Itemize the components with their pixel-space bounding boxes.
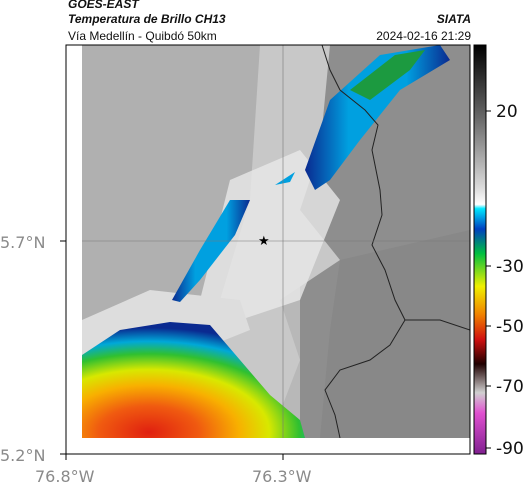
product-title: Temperatura de Brillo CH13: [68, 12, 226, 26]
colorbar-tick-label: 20: [496, 102, 518, 122]
map-image: [82, 45, 470, 438]
lon-tick-label: 76.3°W: [252, 467, 312, 486]
org-label: SIATA: [436, 12, 471, 26]
reference-point-marker: ★: [258, 234, 270, 249]
colorbar-tick-label: -30: [496, 257, 524, 277]
lat-tick-label: 5.2°N: [0, 446, 45, 465]
colorbar-tick-label: -50: [496, 317, 524, 337]
colorbar: [473, 44, 487, 455]
satellite-label: GOES-EAST: [68, 0, 139, 11]
region-label: Vía Medellín - Quibdó 50km: [68, 29, 217, 43]
lat-tick-label: 5.7°N: [0, 233, 45, 252]
colorbar-tick-label: -90: [496, 439, 524, 459]
lon-tick-label: 76.8°W: [35, 467, 95, 486]
colorbar-tick-label: -70: [496, 377, 524, 397]
datetime-label: 2024-02-16 21:29: [376, 29, 471, 43]
